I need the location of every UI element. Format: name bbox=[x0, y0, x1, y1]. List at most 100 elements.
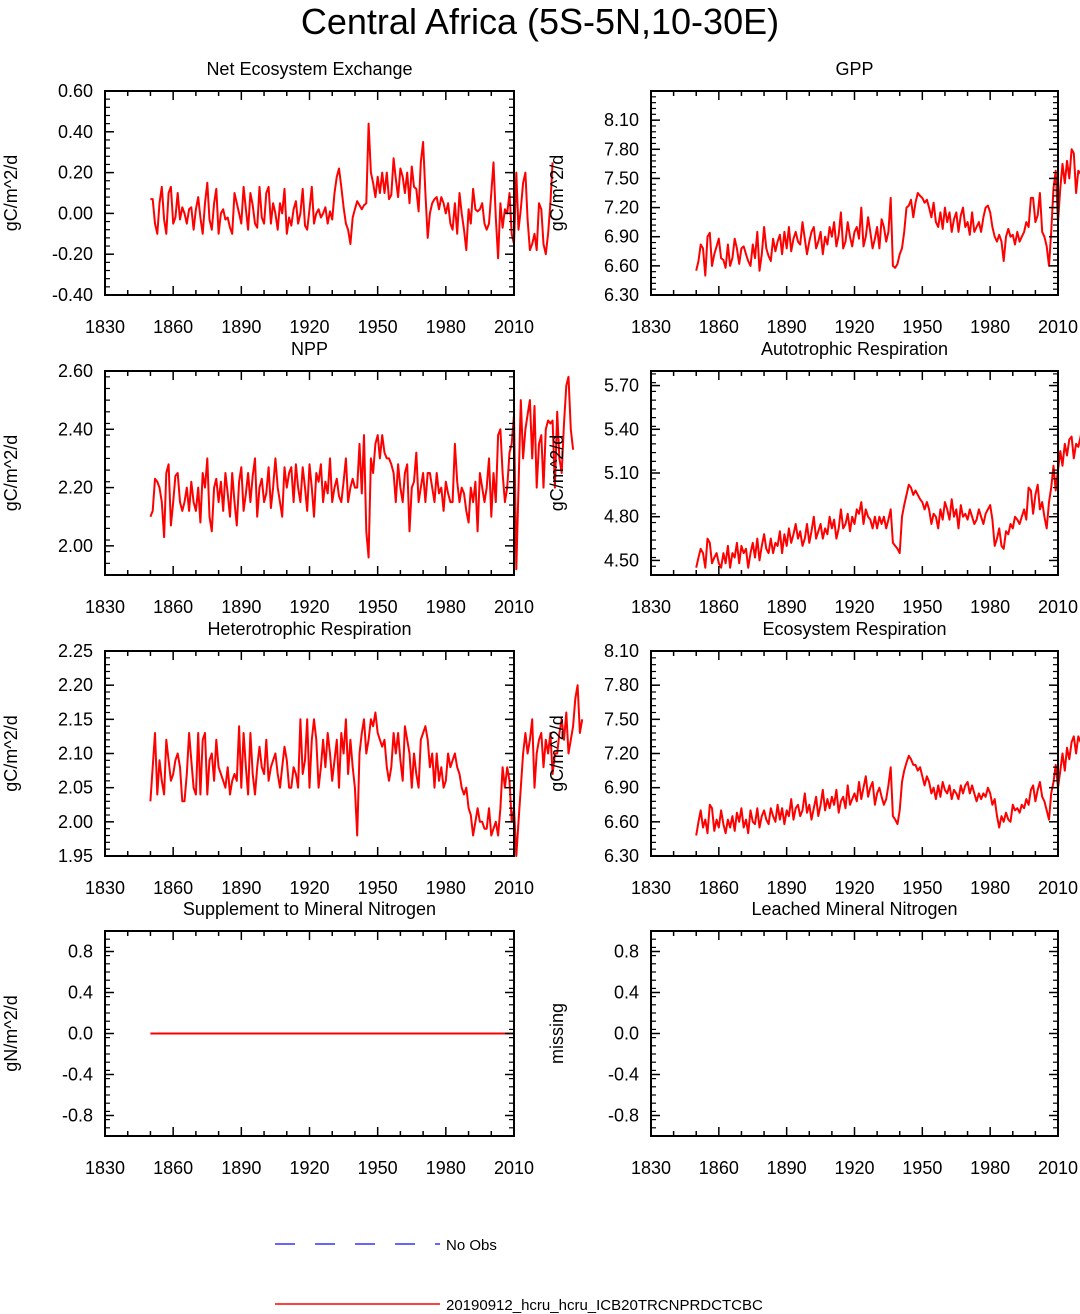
x-tick-label: 1950 bbox=[358, 317, 398, 337]
x-tick-label: 1950 bbox=[902, 878, 942, 898]
panel-title: Leached Mineral Nitrogen bbox=[751, 899, 957, 919]
x-tick-label: 1890 bbox=[767, 317, 807, 337]
x-tick-label: 1920 bbox=[834, 597, 874, 617]
x-tick-label: 2010 bbox=[1038, 597, 1078, 617]
y-tick-label: 0.8 bbox=[68, 942, 93, 962]
panel-1: Net Ecosystem Exchange 1830 1860 1890 1920 19… bbox=[1, 59, 554, 337]
x-tick-label: 1860 bbox=[153, 317, 193, 337]
y-tick-label: 2.25 bbox=[58, 641, 93, 661]
series-line bbox=[149, 375, 575, 571]
y-tick-label: 5.70 bbox=[604, 376, 639, 396]
x-tick-label: 1950 bbox=[902, 1158, 942, 1178]
x-tick-label: 2010 bbox=[494, 878, 534, 898]
x-tick-label: 2010 bbox=[494, 317, 534, 337]
y-tick-label: 6.90 bbox=[604, 778, 639, 798]
y-tick-label: 0.00 bbox=[58, 203, 93, 223]
x-tick-label: 1860 bbox=[699, 878, 739, 898]
y-tick-label: 7.20 bbox=[604, 744, 639, 764]
y-tick-label: -0.8 bbox=[62, 1106, 93, 1126]
y-tick-label: 4.50 bbox=[604, 550, 639, 570]
x-tick-label: 1920 bbox=[834, 1158, 874, 1178]
x-tick-label: 1980 bbox=[426, 597, 466, 617]
panel-4: Autotrophic Respiration 1830 1860 1890 1920 1… bbox=[547, 339, 1080, 617]
y-tick-label: 7.80 bbox=[604, 675, 639, 695]
x-tick-label: 1920 bbox=[834, 878, 874, 898]
x-tick-label: 1830 bbox=[631, 878, 671, 898]
x-tick-label: 1950 bbox=[358, 878, 398, 898]
x-tick-label: 1860 bbox=[153, 878, 193, 898]
panel-3: NPP 1830 1860 1890 1920 1950 1980 2010 2.00 2.20 2… bbox=[1, 339, 575, 617]
y-tick-label: 8.10 bbox=[604, 110, 639, 130]
y-tick-label: 0.8 bbox=[614, 942, 639, 962]
y-tick-label: 2.40 bbox=[58, 419, 93, 439]
y-axis-label: gC/m^2/d bbox=[1, 715, 21, 791]
y-tick-label: 7.50 bbox=[604, 709, 639, 729]
plot-frame bbox=[650, 930, 1059, 1137]
y-tick-label: 6.30 bbox=[604, 285, 639, 305]
x-tick-label: 1830 bbox=[85, 317, 125, 337]
x-tick-label: 1920 bbox=[289, 1158, 329, 1178]
series-line bbox=[150, 122, 554, 260]
x-tick-label: 1920 bbox=[289, 878, 329, 898]
x-tick-label: 1980 bbox=[426, 317, 466, 337]
y-axis-label: gC/m^2/d bbox=[547, 715, 567, 791]
y-tick-label: 0.0 bbox=[614, 1024, 639, 1044]
y-tick-label: 2.10 bbox=[58, 744, 93, 764]
x-tick-label: 1920 bbox=[834, 317, 874, 337]
y-tick-label: 7.20 bbox=[604, 198, 639, 218]
x-tick-label: 1830 bbox=[85, 1158, 125, 1178]
y-tick-label: 0.40 bbox=[58, 122, 93, 142]
y-tick-label: 2.00 bbox=[58, 536, 93, 556]
x-tick-label: 1830 bbox=[85, 878, 125, 898]
x-tick-label: 1950 bbox=[358, 1158, 398, 1178]
legend: No Obs 20190912_hcru_hcru_ICB20TRCNPRDCTC… bbox=[275, 1237, 763, 1314]
y-tick-label: 5.10 bbox=[604, 463, 639, 483]
panel-8: Leached Mineral Nitrogen 1830 1860 1890 1920… bbox=[547, 899, 1078, 1178]
x-tick-label: 1890 bbox=[221, 317, 261, 337]
series-line bbox=[149, 684, 584, 857]
y-tick-label: 2.00 bbox=[58, 812, 93, 832]
y-tick-label: 6.60 bbox=[604, 256, 639, 276]
y-tick-label: 2.05 bbox=[58, 778, 93, 798]
x-tick-label: 1830 bbox=[631, 1158, 671, 1178]
x-tick-label: 1860 bbox=[153, 597, 193, 617]
panel-7: Supplement to Mineral Nitrogen 1830 1860 18… bbox=[1, 899, 534, 1178]
x-tick-label: 1980 bbox=[426, 878, 466, 898]
y-tick-label: 2.60 bbox=[58, 361, 93, 381]
x-tick-label: 1980 bbox=[970, 597, 1010, 617]
x-tick-label: 1830 bbox=[631, 317, 671, 337]
y-tick-label: 5.40 bbox=[604, 419, 639, 439]
panel-2: GPP 1830 1860 1890 1920 1950 1980 2010 6.30 6.60 6… bbox=[547, 59, 1080, 337]
panel-title: GPP bbox=[835, 59, 873, 79]
y-tick-label: 6.30 bbox=[604, 846, 639, 866]
x-tick-label: 1860 bbox=[699, 1158, 739, 1178]
y-tick-label: 2.20 bbox=[58, 675, 93, 695]
x-tick-label: 1860 bbox=[699, 597, 739, 617]
series-line bbox=[695, 735, 1080, 836]
y-axis-label: gC/m^2/d bbox=[1, 435, 21, 511]
legend-label-model: 20190912_hcru_hcru_ICB20TRCNPRDCTCBC bbox=[446, 1297, 763, 1314]
y-tick-label: -0.40 bbox=[52, 285, 93, 305]
y-tick-label: 0.20 bbox=[58, 163, 93, 183]
series-line bbox=[695, 433, 1080, 569]
y-tick-label: 8.10 bbox=[604, 641, 639, 661]
x-tick-label: 1830 bbox=[85, 597, 125, 617]
x-tick-label: 2010 bbox=[1038, 317, 1078, 337]
y-tick-label: 2.20 bbox=[58, 478, 93, 498]
x-tick-label: 1890 bbox=[767, 597, 807, 617]
x-tick-label: 2010 bbox=[1038, 878, 1078, 898]
x-tick-label: 1890 bbox=[221, 597, 261, 617]
figure-title: Central Africa (5S-5N,10-30E) bbox=[300, 1, 780, 42]
y-tick-label: 6.60 bbox=[604, 812, 639, 832]
x-tick-label: 1830 bbox=[631, 597, 671, 617]
panel-5: Heterotrophic Respiration 1830 1860 1890 192… bbox=[1, 619, 584, 898]
panel-6: Ecosystem Respiration 1830 1860 1890 1920 195… bbox=[547, 619, 1080, 898]
plot-frame bbox=[650, 650, 1059, 857]
x-tick-label: 2010 bbox=[494, 1158, 534, 1178]
y-tick-label: 6.90 bbox=[604, 227, 639, 247]
y-tick-label: 7.80 bbox=[604, 139, 639, 159]
panel-title: Net Ecosystem Exchange bbox=[206, 59, 412, 79]
x-tick-label: 1950 bbox=[902, 597, 942, 617]
x-tick-label: 1890 bbox=[221, 878, 261, 898]
